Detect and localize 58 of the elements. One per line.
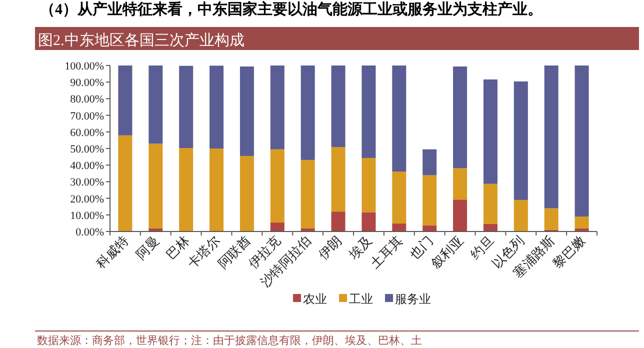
y-tick-label: 50.00% — [70, 144, 104, 156]
legend-label: 农业 — [303, 292, 327, 306]
y-tick-label: 40.00% — [70, 160, 104, 172]
x-tick-label: 阿曼 — [132, 233, 162, 262]
y-tick-label: 70.00% — [70, 110, 104, 122]
bar — [118, 135, 132, 232]
bar — [148, 144, 163, 229]
bar — [422, 226, 437, 232]
bar — [362, 158, 376, 212]
bar — [210, 66, 224, 148]
chart-title: 图2.中东地区各国三次产业构成 — [38, 32, 244, 49]
bar — [483, 79, 498, 184]
y-tick-label: 10.00% — [70, 210, 104, 222]
y-tick-label: 0.00% — [76, 226, 104, 238]
bar — [544, 66, 558, 208]
legend-label: 服务业 — [395, 292, 431, 306]
bar — [514, 200, 528, 232]
bar — [453, 168, 468, 200]
bar — [453, 200, 468, 232]
bar — [179, 148, 194, 232]
bar — [148, 66, 163, 144]
bar — [270, 149, 284, 223]
bar — [514, 81, 528, 200]
bar — [392, 224, 406, 232]
bar — [422, 149, 437, 176]
bar — [362, 66, 376, 158]
bar — [270, 222, 284, 232]
bar — [240, 66, 254, 156]
y-tick-label: 80.00% — [70, 94, 104, 106]
y-tick-label: 90.00% — [70, 77, 104, 90]
bar — [453, 66, 468, 168]
bar — [422, 175, 437, 226]
bar — [392, 172, 406, 224]
legend-label: 工业 — [349, 292, 373, 306]
bar — [392, 66, 406, 172]
y-tick-label: 100.00% — [64, 60, 104, 72]
x-tick-label: 伊朗 — [315, 233, 344, 262]
bar — [300, 160, 315, 229]
bar — [270, 66, 284, 150]
bar — [331, 212, 346, 232]
bar — [118, 66, 132, 136]
y-tick-label: 20.00% — [70, 193, 104, 206]
bar — [574, 216, 589, 229]
bar — [210, 148, 224, 232]
bar — [300, 66, 315, 160]
bar — [544, 208, 558, 230]
bar — [574, 66, 589, 217]
y-tick-label: 30.00% — [70, 176, 104, 189]
bar — [179, 66, 194, 148]
text: （4）从产业特征来看，中东国家主要以油气能源工业或服务业为支柱产业。 — [40, 0, 542, 18]
bar — [362, 212, 376, 232]
bar — [483, 224, 498, 232]
bar — [331, 147, 346, 212]
source-note: 数据来源：商务部，世界银行；注：由于披露信息有限，伊朗、埃及、巴林、土 — [37, 334, 422, 347]
bar — [331, 66, 346, 148]
bar — [483, 184, 498, 224]
y-tick-label: 60.00% — [70, 126, 104, 139]
bar — [240, 156, 254, 232]
